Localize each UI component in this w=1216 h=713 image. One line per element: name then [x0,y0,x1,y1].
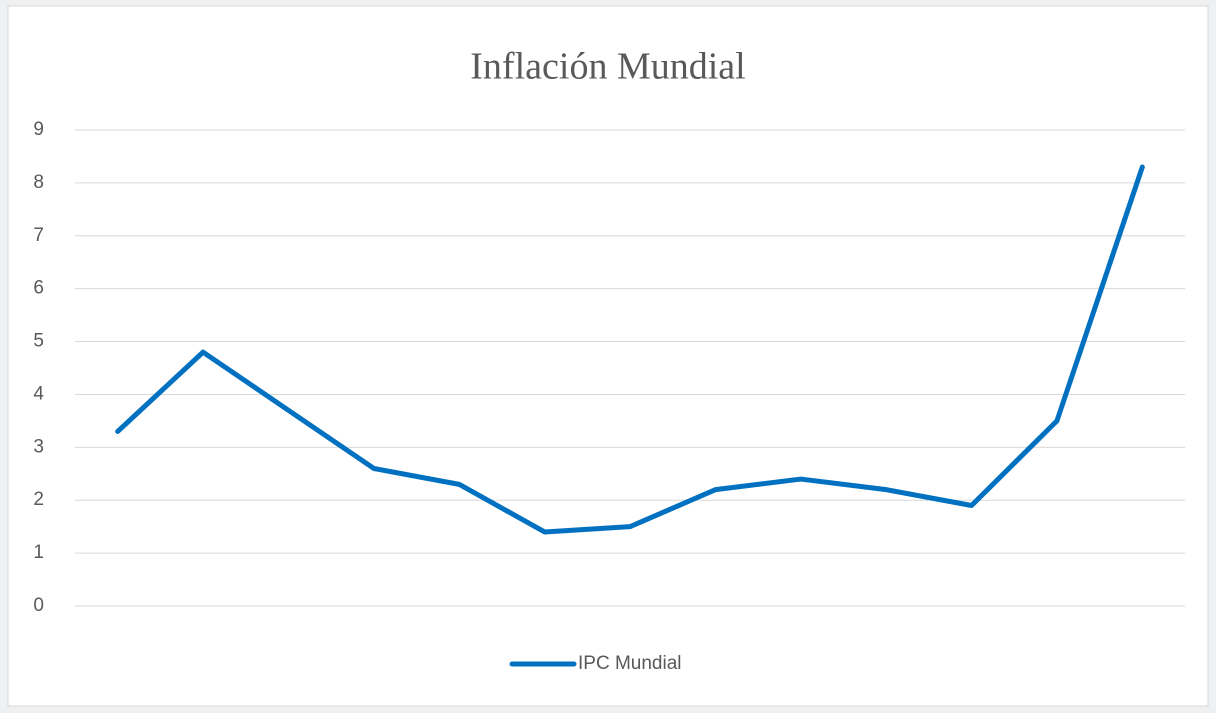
y-tick-label: 8 [33,172,44,193]
chart-area [7,5,1209,707]
y-tick-label: 0 [33,595,44,616]
data-line [115,164,1145,535]
y-tick-label: 6 [33,278,44,299]
y-tick-label: 7 [33,225,44,246]
y-tick-label: 1 [33,542,44,563]
y-tick-label: 4 [33,383,44,404]
legend-label: IPC Mundial [578,653,682,674]
y-tick-label: 5 [33,331,44,352]
y-tick-label: 9 [33,119,44,140]
chart-title: Inflación Mundial [470,46,745,88]
y-tick-label: 2 [33,489,44,510]
y-tick-label: 3 [33,436,44,457]
